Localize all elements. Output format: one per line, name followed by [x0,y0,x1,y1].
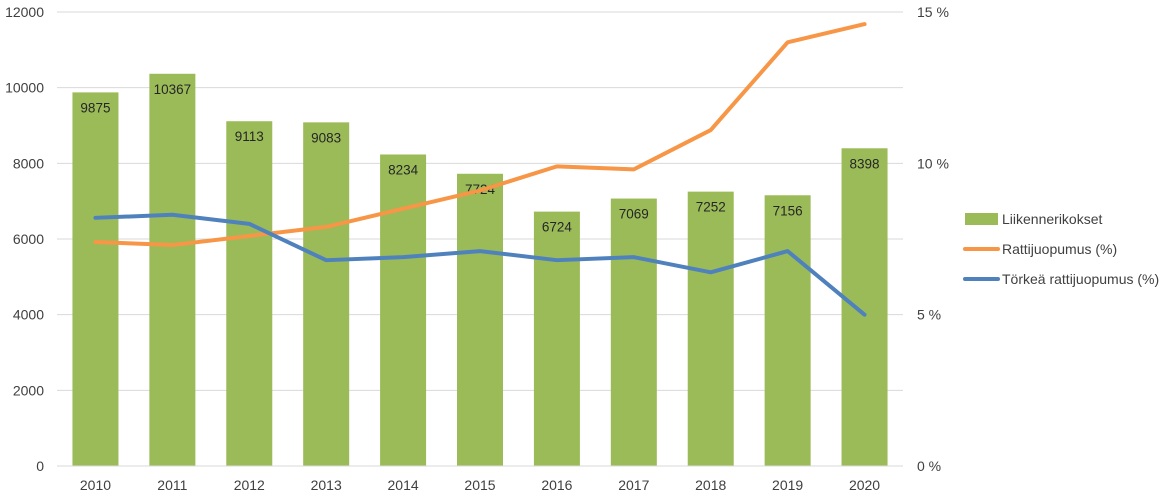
line-series [93,22,867,317]
x-tick-label: 2015 [464,477,495,493]
bar-value-label: 9113 [235,129,264,144]
bar-value-label: 7156 [773,203,803,218]
bar-value-label: 7069 [619,207,649,222]
bar-2011 [149,73,196,466]
x-tick-label: 2019 [772,477,803,493]
right-tick-label: 10 % [917,155,949,171]
bar-series [72,73,888,467]
line-rattijuopumus- [93,22,867,248]
x-tick-label: 2020 [849,477,880,493]
right-axis-ticks: 0 % 5 % 10 % 15 % [917,4,949,474]
line-t-rke-rattijuopumus- [93,212,867,317]
left-axis-ticks: 0 2000 4000 6000 8000 10000 12000 [5,4,44,474]
x-tick-label: 2017 [618,477,649,493]
bar-2019 [764,195,811,467]
bar-2018 [687,191,734,466]
right-tick-label: 15 % [917,4,949,20]
bar-value-label: 9083 [311,130,341,145]
legend-label: Rattijuopumus (%) [1002,241,1117,257]
legend-label: Liikennerikokset [1002,211,1102,227]
bar-2016 [533,211,580,466]
x-tick-label: 2013 [311,477,342,493]
left-tick-label: 6000 [13,231,44,247]
bar-value-label: 10367 [154,82,192,97]
bar-value-label: 9875 [80,100,110,115]
left-tick-label: 10000 [5,80,44,96]
bar-value-label: 6724 [542,220,573,235]
left-tick-label: 8000 [13,155,44,171]
left-tick-label: 0 [36,458,44,474]
legend-swatch-bar [965,213,998,225]
legend-label: Törkeä rattijuopumus (%) [1002,271,1159,287]
x-tick-label: 2014 [388,477,419,493]
bar-value-label: 7252 [696,200,726,215]
x-tick-label: 2018 [695,477,726,493]
bar-value-label: 8398 [850,156,880,171]
bar-2017 [610,198,657,467]
bar-value-label: 8234 [388,162,419,177]
bar-2014 [380,154,427,466]
bar-2012 [226,121,273,467]
x-tick-label: 2011 [157,477,187,493]
x-axis-ticks: 2010 2011 2012 2013 2014 2015 2016 2017 2018 2019… [57,465,903,493]
bar-2015 [457,173,503,466]
x-tick-label: 2012 [234,477,265,493]
bar-2013 [303,122,350,466]
bar-2020 [841,148,888,466]
x-tick-label: 2010 [80,477,111,493]
left-tick-label: 2000 [13,382,44,398]
left-tick-label: 4000 [13,307,44,323]
legend: Liikennerikokset Rattijuopumus (%) Törkeä … [963,211,1159,287]
left-tick-label: 12000 [5,4,44,20]
x-tick-label: 2016 [541,477,572,493]
right-tick-label: 0 % [917,458,941,474]
bar-2010 [72,92,119,466]
right-tick-label: 5 % [917,307,941,323]
